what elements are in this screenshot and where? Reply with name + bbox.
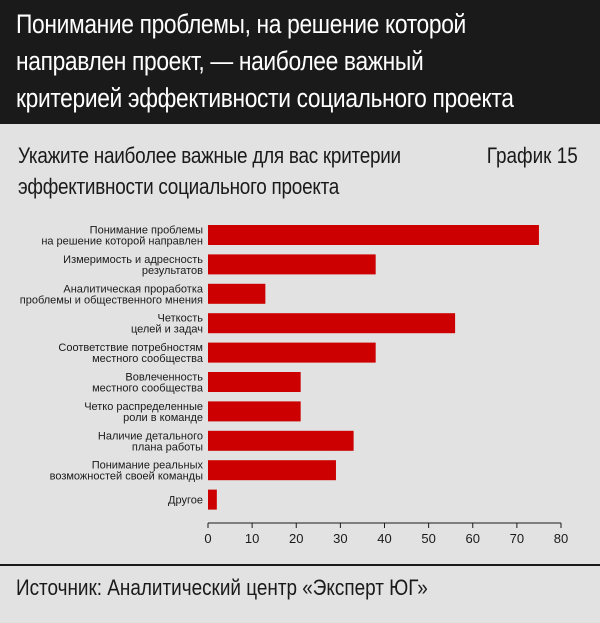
chart-subtitle-line: Укажите наиболее важные для вас критерии: [18, 143, 401, 168]
x-tick-label: 80: [554, 531, 568, 546]
category-label: Измеримость и адресность: [63, 254, 203, 266]
category-label: плана работы: [132, 441, 203, 453]
header-banner: Понимание проблемы, на решение которой н…: [0, 0, 600, 124]
category-label: местного сообщества: [92, 383, 204, 395]
category-label: Четко распределенные: [84, 401, 203, 413]
category-label: Понимание реальных: [92, 460, 204, 472]
category-label: Понимание проблемы: [90, 225, 203, 237]
category-label: целей и задач: [131, 324, 203, 336]
category-label: на решение которой направлен: [41, 236, 203, 248]
bar: [208, 283, 266, 304]
chart-title-line: направлен проект, — наиболее важный: [16, 46, 424, 76]
x-tick-label: 10: [245, 531, 259, 546]
x-tick-label: 0: [204, 531, 211, 546]
bar: [208, 313, 456, 334]
bar: [208, 372, 301, 392]
x-tick-label: 60: [466, 531, 480, 546]
bar: [208, 430, 354, 451]
category-label: роли в команде: [123, 412, 203, 424]
x-tick-label: 30: [333, 531, 347, 546]
bar: [208, 489, 217, 510]
category-label: Четкость: [158, 313, 204, 325]
category-label: проблемы и общественного мнения: [20, 294, 203, 306]
bar: [208, 254, 376, 275]
chart-title-line: критерией эффективности социального прое…: [16, 83, 514, 113]
chart-subtitle-line: эффективности социального проекта: [18, 174, 340, 199]
chart-title: Понимание проблемы, на решение которой н…: [16, 6, 584, 117]
source-note: Источник: Аналитический центр «Эксперт Ю…: [16, 575, 428, 600]
x-tick-label: 50: [421, 531, 435, 546]
footer-divider: [0, 564, 600, 566]
category-label: возможностей своей команды: [50, 471, 203, 483]
category-label: результатов: [142, 265, 203, 277]
bar: [208, 401, 301, 422]
category-label: местного сообщества: [92, 353, 204, 365]
bar: [208, 225, 539, 245]
chart-number-label: График 15: [487, 143, 578, 168]
category-label: Соответствие потребностям: [58, 342, 203, 354]
chart-subtitle: Укажите наиболее важные для вас критерии…: [18, 140, 500, 202]
bar: [208, 342, 376, 363]
x-tick-label: 20: [289, 531, 303, 546]
category-label: Наличие детального: [98, 430, 203, 442]
x-tick-label: 40: [377, 531, 391, 546]
bar: [208, 460, 336, 481]
x-tick-label: 70: [510, 531, 524, 546]
category-label: Аналитическая проработка: [63, 283, 204, 295]
category-label: Вовлеченность: [125, 372, 203, 384]
category-label: Другое: [168, 495, 203, 507]
chart-title-line: Понимание проблемы, на решение которой: [16, 9, 466, 39]
